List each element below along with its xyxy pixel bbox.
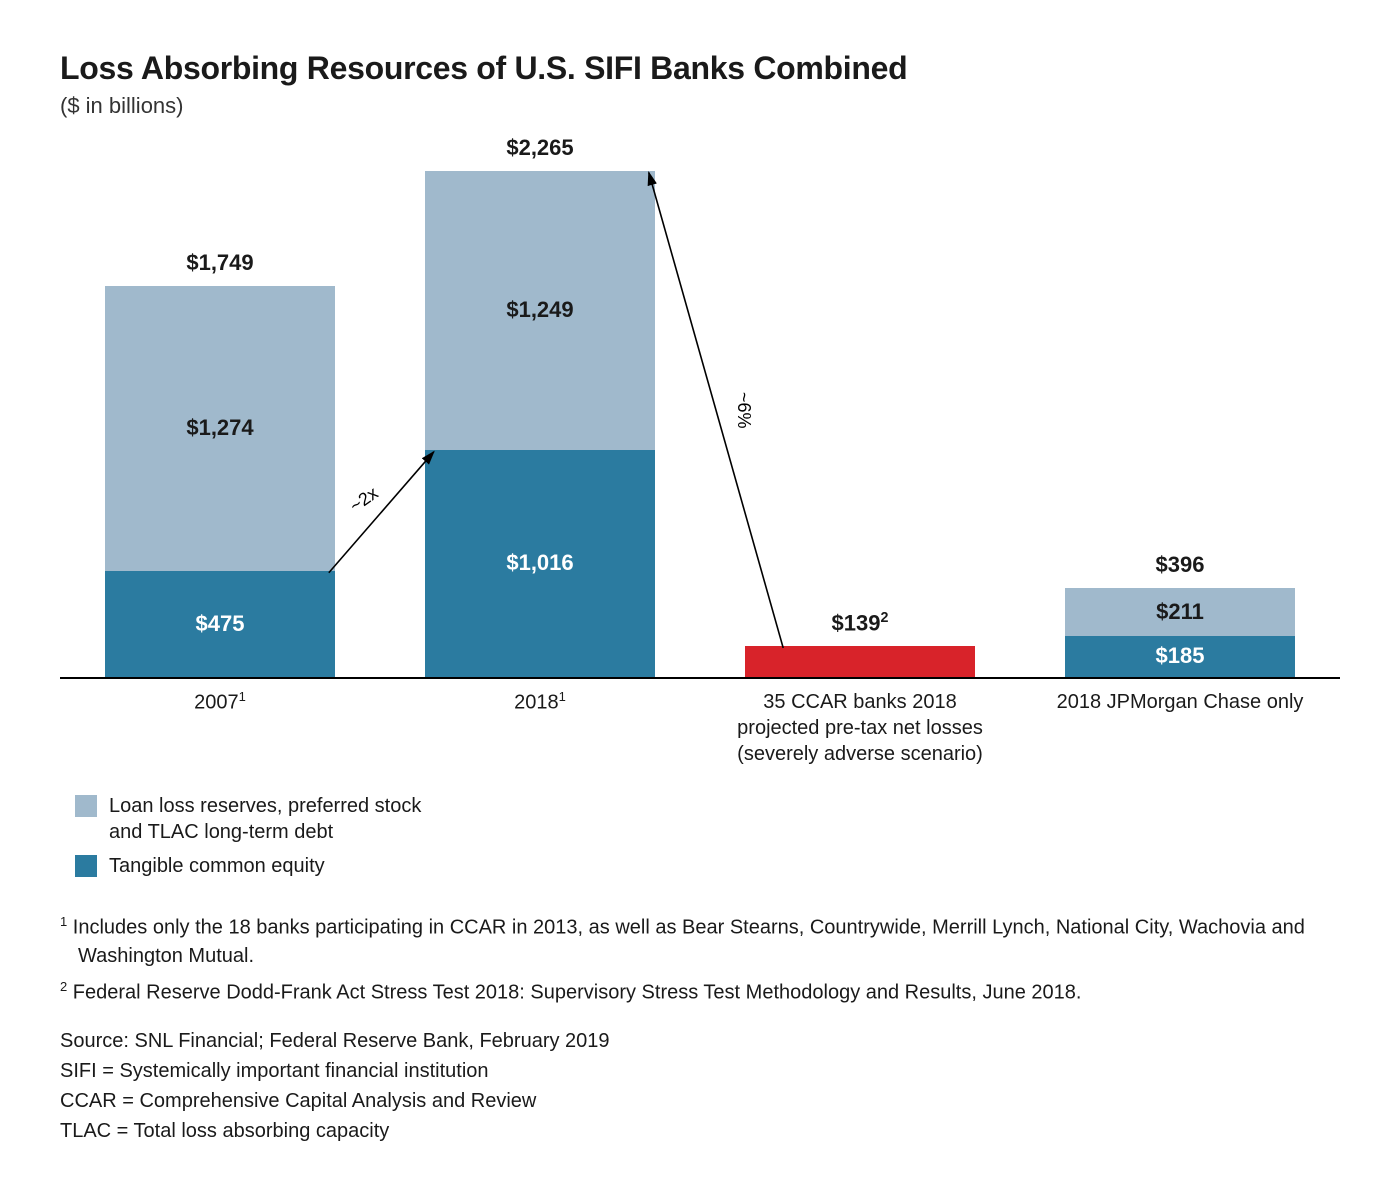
bar: $1,016$1,249	[425, 171, 655, 678]
bar-total-label: $396	[1156, 552, 1205, 578]
bar-total-label: $1392	[832, 610, 889, 636]
source-line: TLAC = Total loss absorbing capacity	[60, 1116, 1340, 1146]
stacked-bar-chart: $1,749 $475$1,274$2,265$1,016$1,249 $1392 $…	[60, 149, 1340, 679]
chart-area: $1,749 $475$1,274$2,265$1,016$1,249 $1392 $…	[60, 149, 1340, 767]
legend: Loan loss reserves, preferred stockand T…	[60, 793, 1340, 879]
category-label: 35 CCAR banks 2018projected pre-tax net …	[700, 689, 1020, 767]
bar	[745, 646, 975, 677]
bar-column: $1392	[700, 149, 1020, 677]
legend-label: Tangible common equity	[109, 853, 325, 879]
legend-swatch	[75, 855, 97, 877]
bar-segment: $1,016	[425, 450, 655, 677]
legend-item: Tangible common equity	[75, 853, 1340, 879]
category-label: 20181	[380, 689, 700, 767]
bar-column: $1,749 $475$1,274	[60, 149, 380, 677]
bar-column: $396 $185$211	[1020, 149, 1340, 677]
source-line: SIFI = Systemically important financial …	[60, 1056, 1340, 1086]
bar: $475$1,274	[105, 286, 335, 677]
category-axis: 200712018135 CCAR banks 2018projected pr…	[60, 689, 1340, 767]
category-label: 2018 JPMorgan Chase only	[1020, 689, 1340, 767]
bar-total-label: $2,265	[506, 135, 573, 161]
bar-total-label: $1,749	[186, 250, 253, 276]
bar-segment	[745, 646, 975, 677]
legend-swatch	[75, 795, 97, 817]
source-notes: Source: SNL Financial; Federal Reserve B…	[60, 1026, 1340, 1146]
bar: $185$211	[1065, 588, 1295, 677]
footnote: 1 Includes only the 18 banks participati…	[60, 913, 1340, 970]
bar-segment: $185	[1065, 636, 1295, 677]
legend-label: Loan loss reserves, preferred stockand T…	[109, 793, 421, 845]
category-label: 20071	[60, 689, 380, 767]
bar-column: $2,265$1,016$1,249	[380, 149, 700, 677]
legend-item: Loan loss reserves, preferred stockand T…	[75, 793, 1340, 845]
footnote: 2 Federal Reserve Dodd-Frank Act Stress …	[60, 978, 1340, 1007]
bar-segment: $211	[1065, 588, 1295, 635]
bar-segment: $1,249	[425, 171, 655, 450]
source-line: Source: SNL Financial; Federal Reserve B…	[60, 1026, 1340, 1056]
footnotes: 1 Includes only the 18 banks participati…	[60, 913, 1340, 1006]
bar-segment: $475	[105, 571, 335, 677]
source-line: CCAR = Comprehensive Capital Analysis an…	[60, 1086, 1340, 1116]
chart-subtitle: ($ in billions)	[60, 93, 1340, 119]
bar-segment: $1,274	[105, 286, 335, 571]
chart-title: Loss Absorbing Resources of U.S. SIFI Ba…	[60, 50, 1340, 87]
